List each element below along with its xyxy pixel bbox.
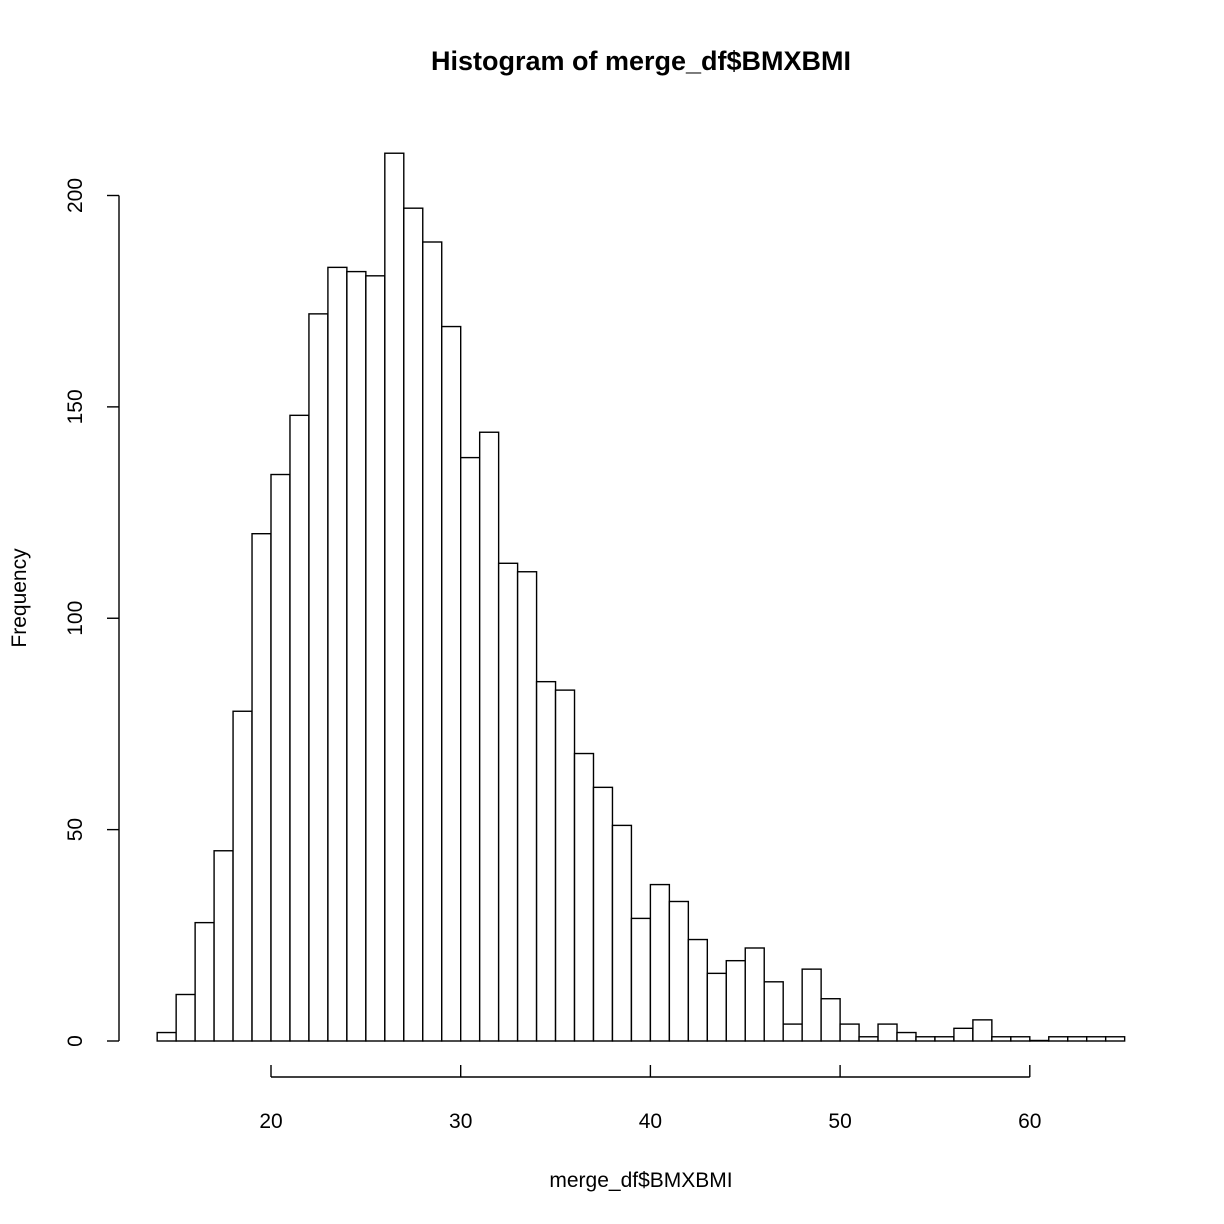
histogram-bar	[649, 883, 671, 1042]
histogram-bar	[327, 266, 348, 1042]
histogram-bar	[972, 1019, 993, 1042]
histogram-bar	[991, 1036, 1012, 1042]
histogram-bar	[1067, 1036, 1088, 1042]
histogram-bar	[289, 414, 310, 1042]
histogram-bar	[1048, 1036, 1069, 1042]
histogram-bar	[801, 968, 822, 1042]
y-tick-label: 0	[64, 1035, 87, 1047]
histogram-bar	[782, 1023, 803, 1042]
histogram-bar	[687, 938, 709, 1042]
histogram-bar	[497, 562, 519, 1042]
x-tick-label: 40	[639, 1110, 662, 1133]
chart-title: Histogram of merge_df$BMXBMI	[431, 46, 851, 76]
histogram-bar	[573, 752, 595, 1042]
histogram-bar	[403, 207, 424, 1042]
y-tick-label: 100	[64, 601, 87, 636]
histogram-bar	[270, 473, 291, 1042]
x-axis-label: merge_df$BMXBMI	[549, 1169, 732, 1192]
histogram-bar	[611, 824, 633, 1042]
y-tick-label: 200	[64, 178, 87, 213]
y-tick-label: 50	[64, 818, 87, 841]
histogram-bar	[630, 917, 652, 1042]
histogram-bar	[858, 1036, 879, 1042]
histogram-bar	[896, 1031, 917, 1042]
histogram-bar	[516, 571, 538, 1042]
histogram-bar	[308, 313, 329, 1042]
histogram-bar	[592, 786, 614, 1042]
histogram-bar	[877, 1023, 898, 1042]
bars-group	[156, 152, 1126, 1042]
histogram-bar	[934, 1036, 955, 1042]
histogram-bar	[194, 921, 215, 1042]
histogram-bar	[251, 533, 272, 1042]
y-axis-label: Frequency	[8, 548, 31, 648]
histogram-bar	[763, 981, 784, 1042]
histogram-bar	[1086, 1036, 1107, 1042]
histogram-bar	[744, 947, 765, 1042]
histogram-bar	[213, 850, 234, 1042]
x-tick-label: 50	[828, 1110, 851, 1133]
histogram-bar	[820, 998, 841, 1042]
histogram-bar	[1010, 1036, 1031, 1042]
x-tick-label: 30	[449, 1110, 472, 1133]
histogram-bar	[175, 993, 196, 1042]
histogram-bar	[478, 431, 500, 1042]
histogram-bar	[441, 325, 462, 1042]
histogram-bar	[839, 1023, 860, 1042]
histogram-bar	[554, 689, 576, 1042]
histogram-bar	[915, 1036, 936, 1042]
histogram-bar	[535, 680, 557, 1042]
histogram-bar	[460, 456, 481, 1042]
y-tick-label: 150	[64, 389, 87, 424]
histogram-bar	[725, 959, 746, 1042]
histogram-bar	[346, 270, 367, 1042]
x-tick-label: 60	[1018, 1110, 1041, 1133]
histogram-bar	[1029, 1039, 1050, 1042]
x-axis: 20 30 40 50 60	[259, 1065, 1041, 1133]
histogram-bar	[668, 900, 690, 1042]
histogram-bar	[706, 972, 727, 1042]
histogram-bar	[156, 1031, 177, 1042]
histogram-bar	[232, 710, 253, 1042]
histogram-bar	[953, 1027, 974, 1042]
histogram-bar	[422, 241, 443, 1042]
y-axis: 0 50 100 150 200	[64, 178, 120, 1047]
histogram-bar	[365, 275, 386, 1042]
histogram-bar	[384, 152, 405, 1042]
x-tick-label: 20	[259, 1110, 282, 1133]
histogram-bar	[1104, 1036, 1126, 1042]
